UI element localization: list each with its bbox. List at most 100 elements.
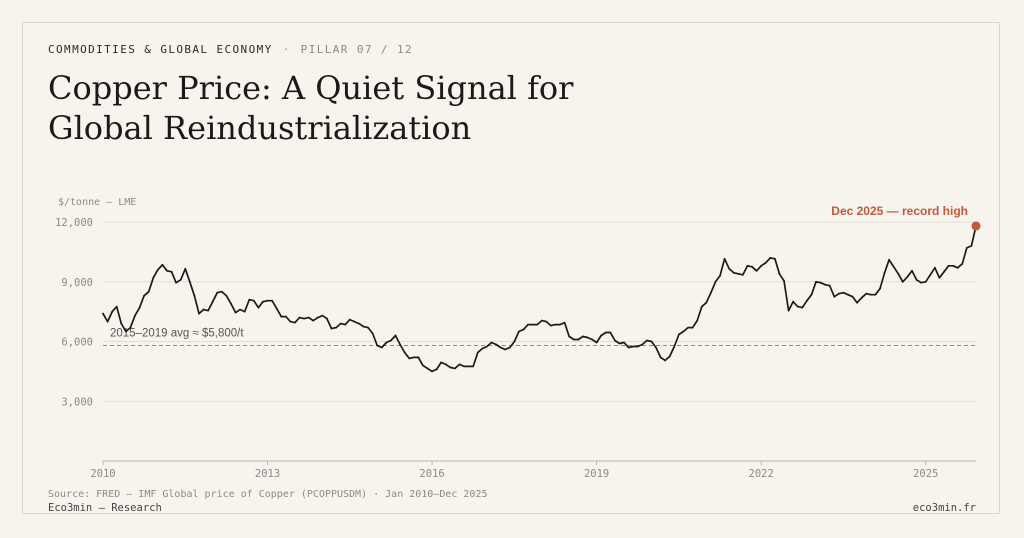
- data-point: [321, 314, 324, 317]
- data-point: [298, 316, 301, 319]
- data-point: [335, 326, 337, 329]
- data-point: [289, 320, 292, 323]
- data-point: [824, 283, 827, 286]
- data-point: [513, 340, 516, 343]
- data-point: [403, 351, 406, 354]
- data-point: [604, 331, 607, 334]
- data-point: [449, 366, 452, 369]
- data-point: [234, 311, 237, 314]
- x-tick-label: 2022: [749, 468, 774, 480]
- data-point: [481, 347, 484, 350]
- data-point: [490, 341, 493, 344]
- data-point: [751, 265, 753, 268]
- data-point: [934, 266, 936, 269]
- data-point: [636, 345, 639, 348]
- data-point: [257, 306, 260, 309]
- data-point: [943, 270, 945, 273]
- data-point: [879, 287, 881, 290]
- data-point: [865, 292, 868, 295]
- data-point: [833, 295, 836, 298]
- axis-layer: 2010 2013 2016 2019 2022 2025: [90, 460, 976, 480]
- x-tick-label: 2016: [419, 468, 444, 480]
- data-point: [655, 346, 657, 349]
- data-point: [901, 280, 904, 283]
- data-point: [380, 346, 383, 349]
- data-point: [271, 299, 273, 302]
- data-point: [732, 271, 735, 274]
- data-point: [275, 307, 278, 310]
- data-point: [760, 264, 763, 267]
- y-tick-label: 6,000: [61, 337, 93, 349]
- data-point: [874, 293, 877, 296]
- data-point: [307, 316, 310, 319]
- data-point: [312, 319, 315, 322]
- data-point: [188, 280, 191, 283]
- data-point: [682, 330, 685, 333]
- data-point: [225, 294, 228, 297]
- data-point: [815, 280, 817, 283]
- data-point: [700, 305, 703, 308]
- data-point: [723, 257, 726, 260]
- data-point: [888, 258, 890, 261]
- data-point: [486, 345, 488, 348]
- data-point: [687, 326, 689, 329]
- data-point: [600, 334, 603, 337]
- data-point: [623, 341, 625, 344]
- data-point: [115, 305, 118, 308]
- data-point: [609, 331, 612, 334]
- data-point: [911, 269, 913, 272]
- record-high-label: Dec 2025 — record high: [831, 204, 968, 218]
- data-point: [248, 298, 251, 301]
- data-point: [796, 305, 799, 308]
- data-point: [559, 323, 561, 326]
- data-point: [426, 367, 429, 370]
- data-point: [728, 267, 731, 270]
- data-point: [467, 365, 470, 368]
- data-point: [568, 335, 571, 338]
- data-point: [536, 323, 539, 326]
- data-point: [586, 336, 589, 339]
- page-title: Copper Price: A Quiet Signal for Global …: [48, 69, 574, 147]
- data-point: [961, 262, 964, 265]
- data-point: [216, 291, 219, 294]
- data-point: [572, 338, 575, 341]
- data-point: [125, 330, 127, 333]
- pillar-label: PILLAR 07 / 12: [300, 43, 413, 56]
- data-point: [252, 299, 255, 302]
- data-point: [170, 270, 173, 273]
- data-point: [280, 315, 283, 318]
- data-point: [499, 346, 502, 349]
- data-point: [134, 314, 136, 317]
- data-point: [710, 291, 712, 294]
- data-point: [673, 345, 676, 348]
- data-point: [659, 356, 662, 359]
- data-point: [330, 327, 333, 330]
- data-point: [920, 281, 923, 284]
- data-point: [664, 359, 667, 362]
- data-point: [792, 300, 794, 303]
- data-point: [454, 367, 456, 370]
- data-point: [618, 342, 621, 345]
- data-point: [344, 323, 347, 326]
- data-point: [705, 301, 708, 304]
- data-point: [719, 274, 721, 277]
- x-tick-label: 2025: [913, 468, 938, 480]
- data-point: [362, 325, 365, 328]
- data-point: [239, 308, 242, 311]
- data-point: [764, 261, 767, 264]
- data-point: [175, 281, 178, 284]
- data-point: [851, 295, 854, 298]
- record-high-marker: [971, 221, 981, 231]
- data-point: [284, 315, 287, 318]
- data-point: [582, 335, 584, 338]
- data-point: [883, 271, 886, 274]
- data-point: [444, 363, 447, 366]
- data-point: [358, 322, 360, 325]
- site-link[interactable]: eco3min.fr: [912, 502, 976, 514]
- data-point: [550, 324, 552, 327]
- data-point: [390, 339, 392, 342]
- data-point: [614, 339, 616, 342]
- y-tick-label: 9,000: [61, 277, 93, 289]
- data-point: [353, 320, 356, 323]
